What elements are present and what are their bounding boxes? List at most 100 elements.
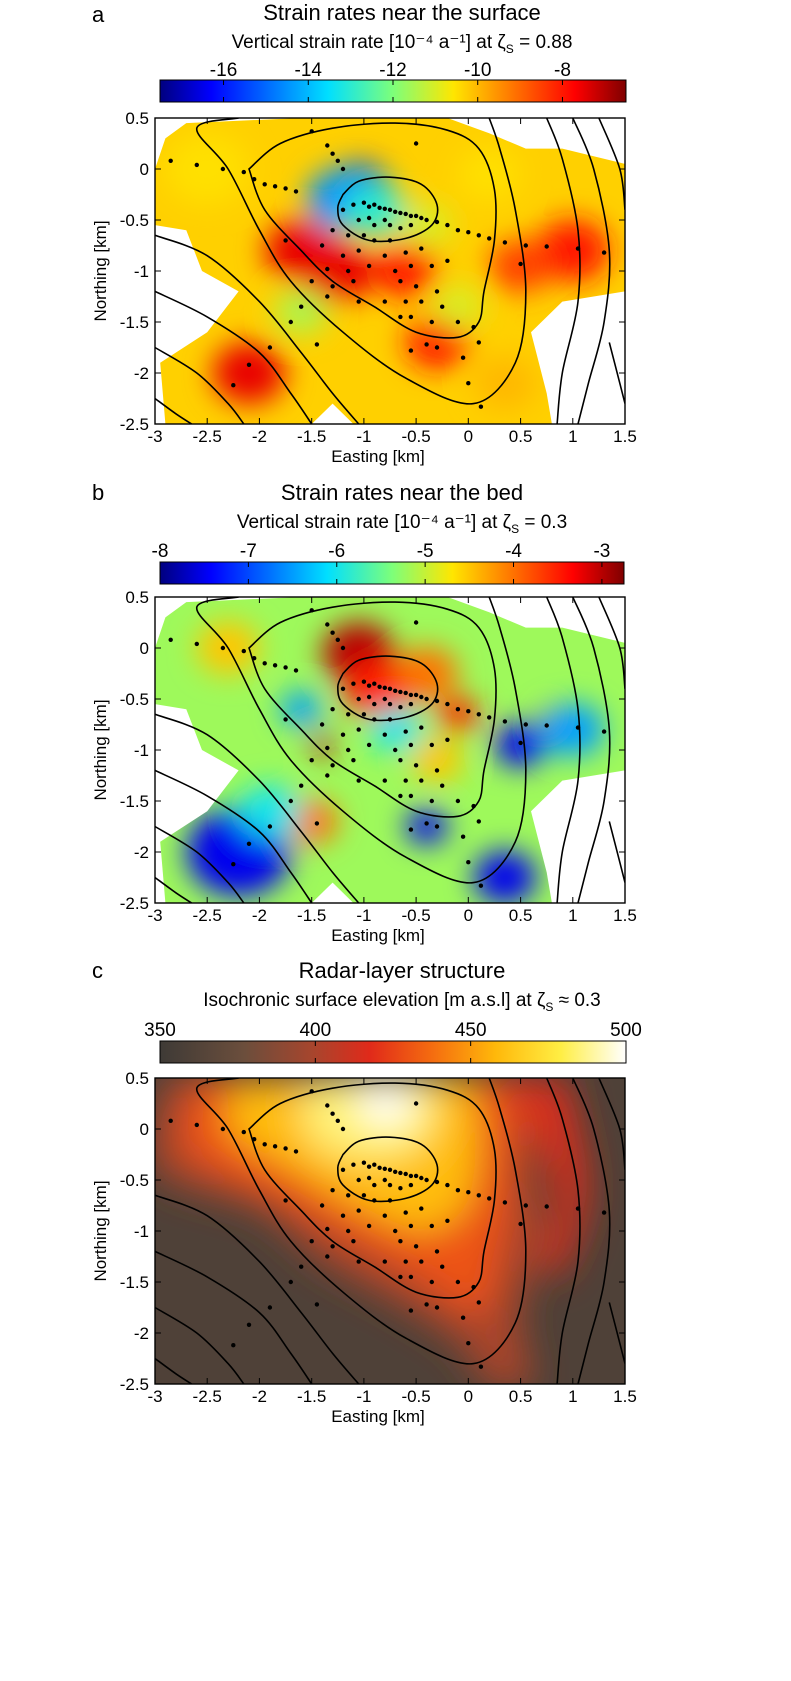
station-point bbox=[445, 222, 450, 228]
station-point bbox=[445, 1218, 450, 1224]
station-point bbox=[356, 727, 361, 732]
y-tick-label: 0 bbox=[140, 160, 149, 179]
y-axis-label: Northing [km] bbox=[91, 699, 110, 800]
x-tick-label: 1 bbox=[568, 427, 577, 446]
station-point bbox=[346, 268, 351, 274]
station-point bbox=[476, 340, 481, 345]
station-point bbox=[283, 1198, 288, 1203]
station-point bbox=[340, 166, 346, 172]
station-point bbox=[168, 1118, 173, 1124]
x-tick-label: -0.5 bbox=[401, 906, 430, 925]
heatmap-feature bbox=[212, 341, 286, 405]
station-point bbox=[445, 258, 450, 263]
colorbar-tick-label: -12 bbox=[379, 60, 406, 81]
station-point bbox=[408, 348, 414, 353]
station-point bbox=[460, 355, 466, 360]
station-point bbox=[309, 1089, 314, 1094]
station-point bbox=[283, 238, 288, 243]
station-point bbox=[314, 821, 320, 826]
x-tick-label: -1.5 bbox=[297, 906, 326, 925]
station-point bbox=[487, 1196, 492, 1201]
station-point bbox=[398, 705, 403, 710]
station-point bbox=[413, 141, 419, 146]
station-point bbox=[544, 244, 549, 249]
contour-lines bbox=[155, 118, 625, 424]
station-point bbox=[231, 383, 236, 388]
station-point bbox=[455, 1279, 461, 1285]
station-point bbox=[398, 279, 403, 284]
station-point bbox=[372, 1162, 377, 1167]
station-point bbox=[293, 1149, 299, 1154]
station-point bbox=[220, 645, 226, 651]
contour-line bbox=[155, 290, 313, 424]
station-point bbox=[346, 1193, 351, 1198]
station-point bbox=[330, 630, 335, 635]
contour-line bbox=[572, 597, 611, 903]
contour-line bbox=[336, 655, 439, 722]
x-tick-label: -1 bbox=[356, 1387, 371, 1406]
colorbar bbox=[159, 1040, 627, 1064]
station-point bbox=[361, 712, 367, 717]
station-point bbox=[601, 729, 607, 734]
station-point bbox=[314, 1302, 320, 1307]
station-point bbox=[356, 778, 361, 783]
station-point bbox=[372, 238, 377, 243]
y-tick-label: -1 bbox=[134, 741, 149, 760]
station-point bbox=[319, 1203, 325, 1208]
x-tick-label: -0.5 bbox=[401, 1387, 430, 1406]
station-point bbox=[325, 622, 330, 627]
station-point bbox=[377, 205, 382, 210]
heatmap-feature bbox=[457, 147, 521, 201]
station-point bbox=[351, 279, 356, 284]
station-point bbox=[440, 1264, 445, 1269]
station-point bbox=[241, 169, 246, 175]
station-point bbox=[262, 661, 267, 666]
station-point bbox=[487, 236, 492, 241]
station-point bbox=[361, 200, 367, 205]
x-tick-label: 0.5 bbox=[509, 1387, 533, 1406]
station-point bbox=[398, 758, 403, 763]
station-point bbox=[424, 342, 429, 347]
station-point bbox=[325, 294, 330, 299]
contour-line bbox=[155, 397, 193, 424]
station-point bbox=[408, 1308, 414, 1313]
contour-line bbox=[336, 176, 439, 243]
station-point bbox=[398, 210, 403, 216]
colorbar-tick-label: -8 bbox=[554, 60, 571, 81]
station-point bbox=[403, 1171, 408, 1177]
x-tick-label: -2 bbox=[252, 906, 267, 925]
y-tick-label: 0.5 bbox=[125, 588, 149, 607]
station-point bbox=[231, 1343, 236, 1348]
station-point bbox=[356, 217, 361, 223]
heatmap-feature bbox=[405, 315, 469, 369]
x-tick-label: 1 bbox=[568, 1387, 577, 1406]
station-point bbox=[319, 722, 325, 727]
station-point bbox=[330, 1244, 335, 1249]
y-tick-label: -0.5 bbox=[120, 690, 149, 709]
station-point bbox=[314, 342, 320, 347]
station-point bbox=[424, 696, 429, 702]
y-tick-label: -1 bbox=[134, 262, 149, 281]
station-point bbox=[194, 641, 199, 647]
colorbar-tick-label: 350 bbox=[144, 1020, 176, 1041]
station-point bbox=[361, 679, 367, 684]
station-point bbox=[168, 158, 173, 163]
contour-line bbox=[545, 118, 581, 424]
contour-line bbox=[248, 601, 497, 818]
station-markers bbox=[168, 608, 607, 888]
panel-a: a Strain rates near the surface Vertical s… bbox=[91, 0, 637, 466]
station-point bbox=[419, 725, 424, 730]
station-point bbox=[356, 299, 361, 304]
station-point bbox=[387, 717, 393, 722]
contour-line bbox=[155, 1306, 245, 1384]
station-point bbox=[434, 1179, 440, 1185]
station-point bbox=[445, 1182, 450, 1188]
station-point bbox=[408, 793, 414, 799]
station-point bbox=[382, 696, 387, 702]
station-point bbox=[424, 1177, 429, 1183]
panel-b: b Strain rates near the bed Vertical strai… bbox=[91, 480, 637, 945]
contour-line bbox=[608, 821, 625, 883]
station-point bbox=[372, 717, 377, 722]
x-tick-label: -2.5 bbox=[193, 906, 222, 925]
station-point bbox=[382, 1259, 387, 1264]
